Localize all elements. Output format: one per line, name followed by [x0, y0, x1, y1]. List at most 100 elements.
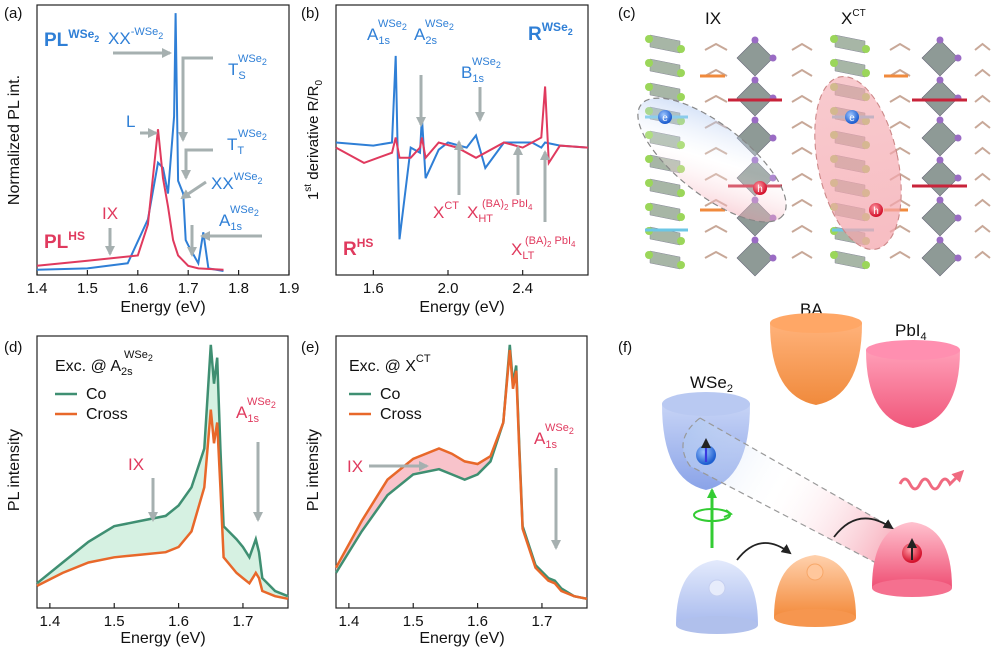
panel-e-frame	[335, 335, 588, 609]
panel-d: (d) 1.4 1.5 1.6 1.7 Energy (eV) PL intensit…	[4, 335, 289, 647]
pbi4-bowl-rim	[866, 340, 960, 360]
label-xlt-sup: (BA)2 PbI4	[525, 235, 576, 249]
label-pl-wse2: PLWSe2	[44, 27, 99, 51]
se-atom	[677, 237, 685, 245]
ba-valence-dome	[774, 555, 856, 618]
i-atom	[954, 134, 962, 142]
panel-b-series	[335, 55, 589, 240]
panel-e-xticks: 1.4 1.5 1.6 1.7	[338, 603, 552, 630]
se-atom	[862, 45, 870, 53]
xtick-label: 1.4	[39, 613, 60, 630]
panel-e: (e) 1.4 1.5 1.6 1.7 Energy (eV) PL intensit…	[301, 335, 588, 647]
wse2-valence-base	[676, 616, 758, 634]
svg-text:h: h	[873, 206, 879, 217]
label-a1s-e-sup: WSe2	[545, 422, 574, 436]
panel-e-arrows	[369, 461, 561, 550]
svg-text:e: e	[662, 113, 668, 124]
panel-b-frame	[335, 4, 589, 276]
label-a2s-b-sup: WSe2	[425, 18, 454, 32]
hole-empty-wse2	[708, 579, 726, 597]
series-line-r-wse2	[335, 55, 589, 240]
se-atom	[862, 261, 870, 269]
shaded-gap	[336, 344, 587, 599]
hole-empty-ba	[806, 563, 824, 581]
wse2-octahedron	[649, 178, 681, 198]
wse2-octahedron	[834, 58, 866, 78]
i-atom	[954, 214, 962, 222]
xtick-label: 1.4	[27, 280, 48, 297]
panel-a: (a) 1.4 1.5 1.6 1.7 1.8 1.9 Energy (eV) Norma…	[4, 4, 299, 316]
ix-exciton-cloud	[637, 97, 787, 223]
wse2-octahedron	[649, 34, 681, 54]
se-atom	[830, 35, 838, 43]
panel-d-label: (d)	[4, 339, 22, 356]
se-atom	[645, 35, 653, 43]
pbi4-octahedron	[921, 159, 959, 197]
se-atom	[645, 155, 653, 163]
label-r-wse2: RWSe2	[528, 20, 573, 45]
xtick-label: 2.4	[512, 280, 533, 297]
xtick-label: 1.6	[363, 280, 384, 297]
ba-chain	[974, 146, 991, 155]
panel-a-xlabel: Energy (eV)	[120, 299, 205, 316]
legend-label-co-d: Co	[86, 386, 107, 403]
pbi4-octahedron	[921, 119, 959, 157]
panel-e-label: (e)	[301, 339, 319, 356]
xtick-label: 2.0	[438, 280, 459, 297]
xtick-label: 1.8	[228, 280, 249, 297]
panel-a-ylabel: Normalized PL int.	[6, 75, 23, 205]
series-line-pl-wse2	[36, 13, 224, 272]
legend-label-cross-e: Cross	[380, 406, 422, 423]
xtick-label: 1.7	[178, 280, 199, 297]
xtick-label: 1.6	[127, 280, 148, 297]
label-xht-sup: (BA)2 PbI4	[482, 198, 533, 212]
label-tt: TT	[227, 135, 244, 157]
pbi4-octahedron	[736, 79, 774, 117]
ba-chain	[974, 42, 991, 51]
se-atom	[862, 69, 870, 77]
panel-d-arrows	[148, 442, 263, 522]
panel-a-xticks: 1.4 1.5 1.6 1.7 1.8 1.9	[27, 270, 299, 297]
label-xct: XCT	[433, 200, 459, 222]
arrow-ts	[178, 56, 213, 142]
panel-d-ylabel: PL intensity	[6, 429, 23, 511]
series-line-cross	[36, 409, 289, 601]
label-ix-e: IX	[347, 457, 363, 476]
i-atom	[936, 196, 944, 204]
xtick-label: 1.5	[77, 280, 98, 297]
i-atom	[751, 236, 759, 244]
xtick-label: 1.5	[104, 613, 125, 630]
se-atom	[677, 69, 685, 77]
ba-chain	[889, 42, 911, 51]
panel-b-label: (b)	[301, 5, 319, 22]
pbi4-octahedron	[736, 39, 774, 77]
ba-chain	[704, 250, 728, 259]
i-atom	[751, 76, 759, 84]
se-atom	[645, 59, 653, 67]
i-atom	[936, 236, 944, 244]
pbi4-octahedron	[921, 39, 959, 77]
ba-chain	[791, 120, 813, 129]
se-atom	[677, 45, 685, 53]
panel-b-xticks: 1.6 2.0 2.4	[363, 270, 533, 297]
emission-photon-icon	[898, 469, 965, 491]
transfer-arrow-2	[833, 517, 894, 538]
ba-chain	[974, 68, 991, 77]
se-atom	[677, 213, 685, 221]
panel-c-title-xct: XCT	[841, 8, 866, 28]
wse2-octahedron	[649, 82, 681, 102]
wse2-octahedron	[649, 202, 681, 222]
panel-a-frame	[36, 4, 290, 276]
se-atom	[677, 189, 685, 197]
pbi4-octahedron	[921, 199, 959, 237]
label-a1s-d-sup: WSe2	[247, 396, 276, 410]
legend-title-e: Exc. @ XCT	[349, 353, 431, 375]
i-atom	[769, 54, 777, 62]
ba-chain	[889, 68, 911, 77]
pbi4-octahedron	[921, 79, 959, 117]
label-pl-hs: PLHS	[44, 229, 85, 253]
label-a1s-d: A1s	[236, 403, 259, 425]
panel-e-xlabel: Energy (eV)	[419, 630, 504, 647]
panel-b-ylabel: 1st derivative R/R0	[303, 80, 325, 201]
series-line-co	[334, 344, 588, 601]
